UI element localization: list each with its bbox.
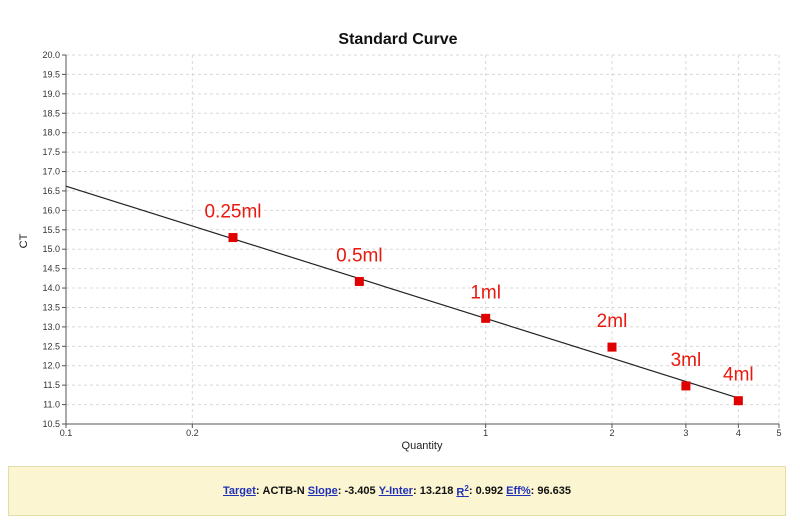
x-tick-label: 5 bbox=[776, 428, 781, 438]
x-tick-labels: 0.1 0.2 1 2 3 4 5 bbox=[60, 428, 782, 438]
y-tick-label: 19.5 bbox=[42, 69, 60, 79]
y-tick-label: 13.5 bbox=[42, 302, 60, 312]
r-squared-label: R bbox=[456, 486, 465, 499]
x-tick-label: 0.1 bbox=[60, 428, 73, 438]
y-tick-label: 14.5 bbox=[42, 264, 60, 274]
y-tick-label: 10.5 bbox=[42, 419, 60, 429]
y-tick-label: 13.0 bbox=[42, 322, 60, 332]
chart-axes bbox=[62, 54, 780, 428]
slope-link[interactable]: Slope bbox=[307, 485, 338, 497]
x-axis-label: Quantity bbox=[402, 440, 443, 452]
x-tick-label: 4 bbox=[736, 428, 741, 438]
y-inter-link[interactable]: Y-Inter bbox=[378, 485, 413, 497]
point-label: 4ml bbox=[723, 365, 754, 386]
y-tick-label: 18.0 bbox=[42, 128, 60, 138]
r-squared-link[interactable]: R2 bbox=[456, 484, 468, 499]
y-tick-label: 16.5 bbox=[42, 186, 60, 196]
data-point bbox=[681, 381, 691, 391]
point-annotations: 0.25ml 0.5ml 1ml 2ml 3ml 4ml bbox=[204, 202, 753, 386]
y-tick-label: 12.0 bbox=[42, 361, 60, 371]
data-point bbox=[481, 313, 491, 323]
data-point bbox=[228, 233, 238, 243]
chart-grid bbox=[65, 54, 780, 425]
y-inter-sep: : bbox=[412, 485, 420, 497]
target-value: ACTB-N bbox=[262, 485, 305, 497]
chart-title: Standard Curve bbox=[338, 31, 457, 48]
y-tick-label: 18.5 bbox=[42, 108, 60, 118]
y-tick-label: 15.0 bbox=[42, 244, 60, 254]
x-tick-label: 2 bbox=[609, 428, 614, 438]
y-tick-label: 17.5 bbox=[42, 147, 60, 157]
y-tick-label: 11.0 bbox=[43, 400, 60, 410]
data-point bbox=[607, 342, 617, 352]
chart-svg: Standard Curve 10.511.011.512.012.513.01… bbox=[18, 31, 782, 452]
slope-sep: : bbox=[337, 485, 345, 497]
point-label: 1ml bbox=[470, 282, 501, 303]
point-label: 2ml bbox=[597, 311, 628, 332]
efficiency-link[interactable]: Eff% bbox=[506, 485, 531, 497]
plot-area bbox=[66, 55, 779, 424]
efficiency-sep: : bbox=[530, 485, 538, 497]
data-points bbox=[228, 233, 743, 406]
y-tick-label: 11.5 bbox=[43, 380, 60, 390]
x-tick-label: 3 bbox=[683, 428, 688, 438]
fit-summary-bar: Target: ACTB-N Slope: -3.405 Y-Inter: 13… bbox=[8, 466, 786, 516]
r-squared-value: 0.992 bbox=[475, 485, 504, 497]
efficiency-value: 96.635 bbox=[537, 485, 571, 497]
data-point bbox=[733, 396, 743, 406]
target-sep: : bbox=[255, 485, 263, 497]
fit-line bbox=[65, 185, 739, 399]
y-tick-label: 19.0 bbox=[42, 89, 60, 99]
data-point bbox=[354, 276, 364, 286]
y-tick-label: 15.5 bbox=[42, 225, 60, 235]
x-tick-label: 1 bbox=[483, 428, 488, 438]
y-tick-label: 16.0 bbox=[42, 205, 60, 215]
r-squared-sup: 2 bbox=[464, 483, 469, 493]
r-squared-sep: : bbox=[468, 485, 476, 497]
y-inter-value: 13.218 bbox=[419, 485, 454, 497]
y-tick-label: 14.0 bbox=[42, 283, 60, 293]
point-label: 0.5ml bbox=[336, 245, 382, 266]
point-label: 0.25ml bbox=[204, 202, 261, 223]
slope-value: -3.405 bbox=[344, 485, 376, 497]
y-tick-labels: 10.5 11.0 11.5 12.0 12.5 13.0 13.5 14.0 14.5 15.0… bbox=[42, 50, 60, 429]
point-label: 3ml bbox=[671, 350, 702, 371]
standard-curve-chart: Standard Curve 10.5 11.0 11.5 12.0 12.5 13.0 1… bbox=[18, 31, 782, 452]
y-tick-label: 17.0 bbox=[42, 167, 60, 177]
y-tick-label: 12.5 bbox=[42, 341, 60, 351]
y-tick-label: 20.0 bbox=[42, 50, 60, 60]
x-tick-label: 0.2 bbox=[186, 428, 199, 438]
y-axis-label: CT bbox=[18, 233, 30, 248]
regression-line bbox=[65, 185, 739, 399]
target-link[interactable]: Target bbox=[223, 485, 256, 497]
